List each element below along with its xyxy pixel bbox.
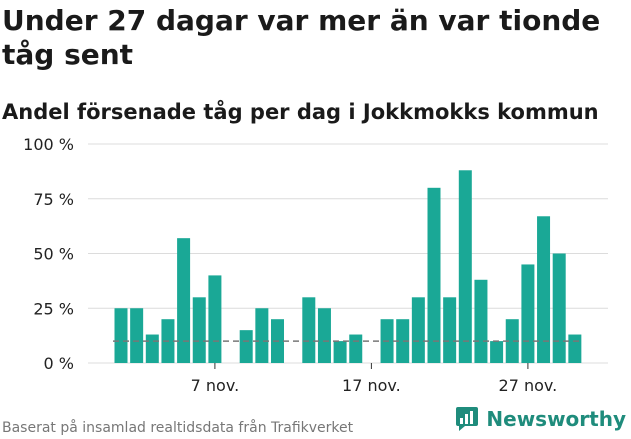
source-note: Baserat på insamlad realtidsdata från Tr… [2, 420, 354, 436]
y-tick-label: 0 % [44, 354, 74, 373]
newsworthy-logo: Newsworthy [455, 406, 626, 432]
bar [490, 341, 504, 363]
bar [537, 216, 551, 363]
bar [333, 341, 347, 363]
bar [317, 308, 331, 363]
bar [474, 279, 488, 363]
bar [255, 308, 269, 363]
x-tick-label: 27 nov. [499, 376, 558, 395]
y-tick-label: 75 % [33, 190, 74, 209]
bar [552, 253, 566, 363]
chart-subtitle: Andel försenade tåg per dag i Jokkmokks … [2, 100, 599, 124]
y-tick-label: 25 % [33, 299, 74, 318]
chart-title: Under 27 dagar var mer än var tionde tåg… [2, 4, 601, 71]
bar [411, 297, 425, 363]
x-tick-label: 7 nov. [191, 376, 240, 395]
y-tick-label: 50 % [33, 245, 74, 264]
bar [114, 308, 128, 363]
bar [177, 238, 191, 363]
bar [458, 170, 472, 363]
bar [396, 319, 410, 363]
bar [239, 330, 253, 363]
bar [145, 334, 159, 363]
bar [427, 187, 441, 363]
bar [521, 264, 535, 363]
bar [208, 275, 222, 363]
bar [443, 297, 457, 363]
y-tick-label: 100 % [23, 135, 74, 154]
bar [130, 308, 144, 363]
bar [568, 334, 582, 363]
brand-name: Newsworthy [486, 407, 626, 431]
bar [349, 334, 363, 363]
newsworthy-icon [456, 407, 479, 431]
bar [302, 297, 316, 363]
bar [192, 297, 206, 363]
bar [505, 319, 519, 363]
x-tick-label: 17 nov. [342, 376, 401, 395]
